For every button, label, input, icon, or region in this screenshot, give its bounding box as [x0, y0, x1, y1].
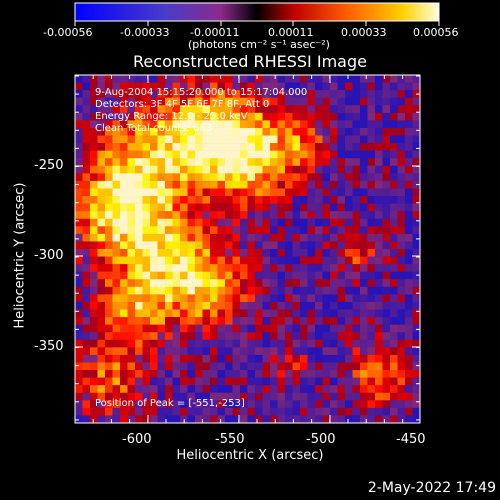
annotation-energy: Energy Range: 12.0 - 25.0 keV [95, 111, 248, 122]
colorbar-tick-label: -0.00011 [190, 26, 240, 39]
annotation-counts: Clean Total counts: 663 [95, 123, 213, 134]
colorbar-gradient [74, 2, 440, 22]
x-tick-label: -600 [122, 432, 152, 447]
colorbar-tick-label: 0.00011 [268, 26, 314, 39]
x-tick-label: -550 [215, 432, 245, 447]
colorbar-tick-label: 0.00056 [413, 26, 459, 39]
x-tick-label: -500 [306, 432, 336, 447]
y-axis-label: Heliocentric Y (arcsec) [12, 182, 28, 329]
y-tick-label: -350 [34, 339, 64, 354]
annotation-time: 9-Aug-2004 15:15:20.000 to 15:17:04.000 [95, 87, 308, 98]
colorbar-tick-label: 0.00033 [341, 26, 387, 39]
y-tick-label: -300 [34, 248, 64, 263]
plot-title: Reconstructed RHESSI Image [133, 52, 367, 71]
colorbar-tick-label: -0.00056 [43, 26, 93, 39]
timestamp: 2-May-2022 17:49 [367, 480, 496, 496]
colorbar-tick-label: -0.00033 [120, 26, 170, 39]
x-tick-label: -450 [396, 432, 426, 447]
x-axis-label: Heliocentric X (arcsec) [176, 448, 324, 463]
colorbar [74, 2, 440, 26]
y-tick-label: -250 [34, 158, 64, 173]
colorbar-units: (photons cm⁻² s⁻¹ asec⁻²) [188, 38, 330, 51]
peak-position: Position of Peak = [-551,-253] [95, 398, 245, 409]
annotation-detectors: Detectors: 3F 4F 5F 6F 7F 8F, Att 0 [95, 99, 270, 110]
